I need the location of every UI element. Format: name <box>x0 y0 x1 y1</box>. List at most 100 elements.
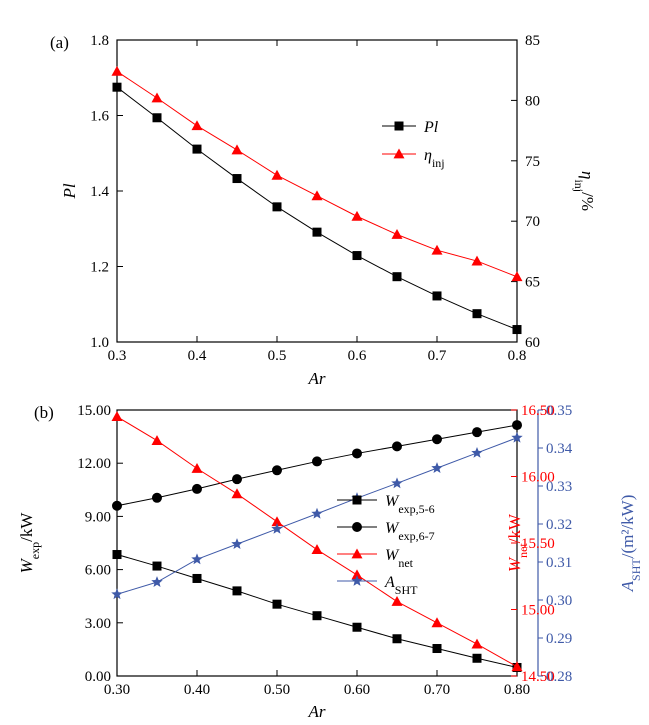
series-line-square <box>116 86 518 331</box>
y2-tick-label: 16.50 <box>521 403 555 419</box>
y3-tick-label: 0.32 <box>546 517 572 533</box>
data-point <box>112 550 122 560</box>
data-point <box>511 661 523 672</box>
data-point <box>472 309 482 319</box>
data-point <box>311 507 323 519</box>
panel-a-series <box>111 65 523 335</box>
panel-b-y2-label: Wnet/kW <box>505 513 530 572</box>
data-point <box>392 441 402 452</box>
data-point <box>151 92 163 103</box>
y3-tick-label: 0.33 <box>546 479 572 495</box>
legend-marker <box>351 575 363 586</box>
x-tick-label: 0.5 <box>268 348 287 364</box>
data-point <box>312 227 322 237</box>
legend-label: Wnet <box>385 547 414 570</box>
y1-tick-label: 3.00 <box>85 616 111 632</box>
legend-symbol: Pl <box>423 119 439 136</box>
legend-label: Wexp,5-6 <box>385 493 435 516</box>
y1-tick-label: 9.00 <box>85 509 111 525</box>
panel-a-x-label: Ar <box>308 369 326 388</box>
legend-label: ASHT <box>384 574 418 597</box>
legend-subscript: inj <box>432 156 445 170</box>
panel-b: (b) 0.30 0.40 0.50 0.60 0.70 0.80 0.00 3.00 6.0… <box>17 403 643 721</box>
data-point <box>272 202 282 212</box>
panel-a-left-y-label: Pl <box>60 183 79 199</box>
legend-symbol: η <box>424 147 432 164</box>
legend-marker <box>393 148 405 159</box>
y-right-tick-label: 80 <box>525 93 540 109</box>
data-point <box>192 483 202 494</box>
x-tick-label: 0.7 <box>428 348 447 364</box>
y3-tick-label: 0.28 <box>546 669 572 685</box>
data-point <box>511 271 523 282</box>
x-tick-label: 0.60 <box>344 682 370 698</box>
y1-tick-label: 0.00 <box>85 669 111 685</box>
legend-subscript: SHT <box>395 583 418 597</box>
data-point <box>312 456 322 467</box>
y-right-tick-label: 60 <box>525 335 540 351</box>
y3-tick-label: 0.30 <box>546 593 572 609</box>
data-point <box>191 553 203 565</box>
data-point <box>271 522 283 534</box>
y-right-tick-label: 65 <box>525 275 540 291</box>
legend-subscript: exp,6-7 <box>398 529 434 543</box>
legend-symbol: W <box>385 547 400 564</box>
data-point <box>392 272 402 282</box>
data-point <box>192 144 202 154</box>
legend-subscript: exp,5-6 <box>398 502 434 516</box>
panel-a-x-axis: 0.3 0.4 0.5 0.6 0.7 0.8 <box>108 40 527 364</box>
data-point <box>272 599 282 609</box>
data-point <box>471 638 483 649</box>
data-point <box>471 255 483 266</box>
data-point <box>152 492 162 503</box>
panel-b-y3-label: ASHT/(m²/kW) <box>618 495 643 593</box>
data-point <box>511 431 523 443</box>
legend-symbol: W <box>385 520 400 537</box>
data-point <box>472 653 482 663</box>
y3-tick-label: 0.35 <box>546 403 572 419</box>
x-tick-label: 0.8 <box>508 348 527 364</box>
data-point <box>112 82 122 92</box>
x-tick-label: 0.3 <box>108 348 127 364</box>
legend-symbol: A <box>384 574 395 591</box>
data-point <box>152 561 162 571</box>
panel-b-frame <box>116 409 518 677</box>
data-point <box>271 169 283 180</box>
data-point <box>111 411 123 422</box>
y2-tick-label: 15.50 <box>521 536 555 552</box>
y2-tick-label: 16.00 <box>521 470 555 486</box>
y3-tick-label: 0.29 <box>546 631 572 647</box>
y-left-tick-label: 1.4 <box>90 184 109 200</box>
x-tick-label: 0.6 <box>348 348 367 364</box>
data-point <box>192 573 202 583</box>
data-point <box>351 569 363 580</box>
data-point <box>191 120 203 131</box>
panel-a-legend: Pl ηinj <box>382 119 445 170</box>
data-point <box>432 291 442 301</box>
x-tick-label: 0.70 <box>424 682 450 698</box>
y-right-tick-label: 70 <box>525 214 540 230</box>
series-line-square <box>116 554 518 668</box>
data-point <box>151 576 163 587</box>
data-point <box>312 611 322 621</box>
panel-b-y1-axis: 0.00 3.00 6.00 9.00 12.00 15.00 <box>77 403 123 685</box>
data-point <box>472 427 482 438</box>
data-point <box>232 586 242 596</box>
data-point <box>431 244 443 255</box>
y-left-tick-label: 1.2 <box>90 260 109 276</box>
legend-symbol: W <box>385 493 400 510</box>
panel-b-y1-label: Wexp/kW <box>17 512 42 574</box>
panel-b-x-label: Ar <box>308 702 326 721</box>
data-point <box>392 634 402 644</box>
y3-tick-label: 0.34 <box>546 441 573 457</box>
data-point <box>232 474 242 485</box>
x-tick-label: 0.40 <box>184 682 210 698</box>
data-point <box>431 462 443 473</box>
panel-a-right-y-label: ηinj/% <box>572 171 597 211</box>
data-point <box>311 544 323 555</box>
panel-a-right-y-axis: 60 65 70 75 80 85 <box>511 33 540 351</box>
y-right-tick-label: 85 <box>525 33 540 49</box>
legend-marker <box>394 121 404 131</box>
data-point <box>231 538 243 549</box>
